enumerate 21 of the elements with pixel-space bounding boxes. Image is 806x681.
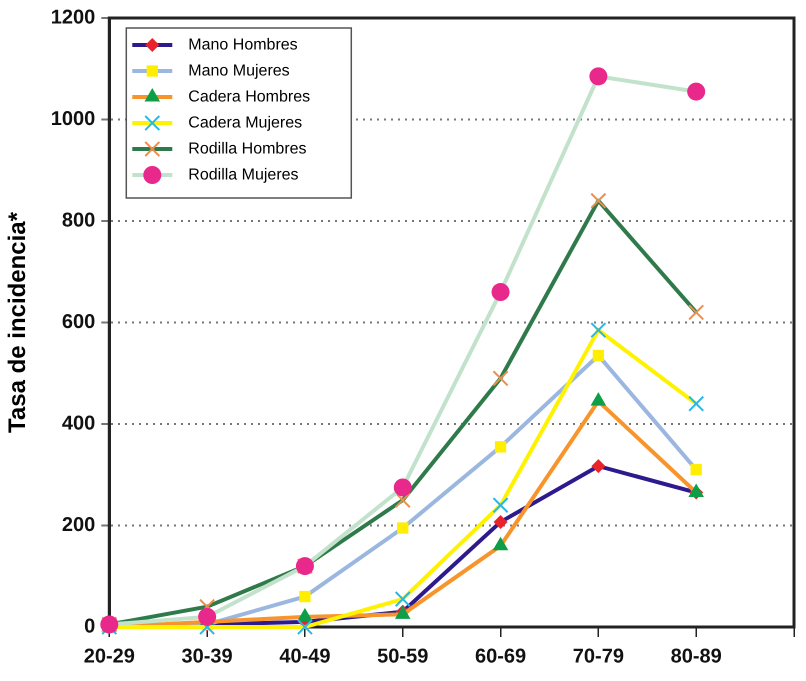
y-tick-label: 600: [62, 311, 96, 334]
x-tick-label: 30-39: [182, 646, 233, 668]
legend-label: Rodilla Mujeres: [188, 166, 299, 184]
y-tick-label: 0: [84, 616, 96, 638]
y-axis-title: Tasa de incidencia*: [4, 211, 32, 433]
legend-label: Mano Hombres: [188, 36, 298, 54]
x-tick-label: 20-29: [84, 646, 135, 668]
y-tick-label: 400: [62, 412, 96, 435]
x-tick-label: 40-49: [279, 646, 330, 668]
x-tick-label: 60-69: [474, 646, 526, 668]
legend-label: Cadera Hombres: [188, 88, 310, 106]
y-tick-label: 200: [62, 514, 96, 536]
x-tick-label: 80-89: [670, 646, 722, 668]
x-tick-label: 50-59: [377, 646, 428, 668]
y-tick-label: 1000: [50, 108, 96, 130]
legend-label: Mano Mujeres: [188, 62, 290, 80]
legend-label: Rodilla Hombres: [188, 140, 307, 158]
x-tick-label: 70-79: [572, 646, 624, 668]
y-tick-label: 1200: [50, 6, 96, 29]
legend-label: Cadera Mujeres: [188, 114, 302, 132]
y-tick-label: 800: [62, 210, 96, 232]
